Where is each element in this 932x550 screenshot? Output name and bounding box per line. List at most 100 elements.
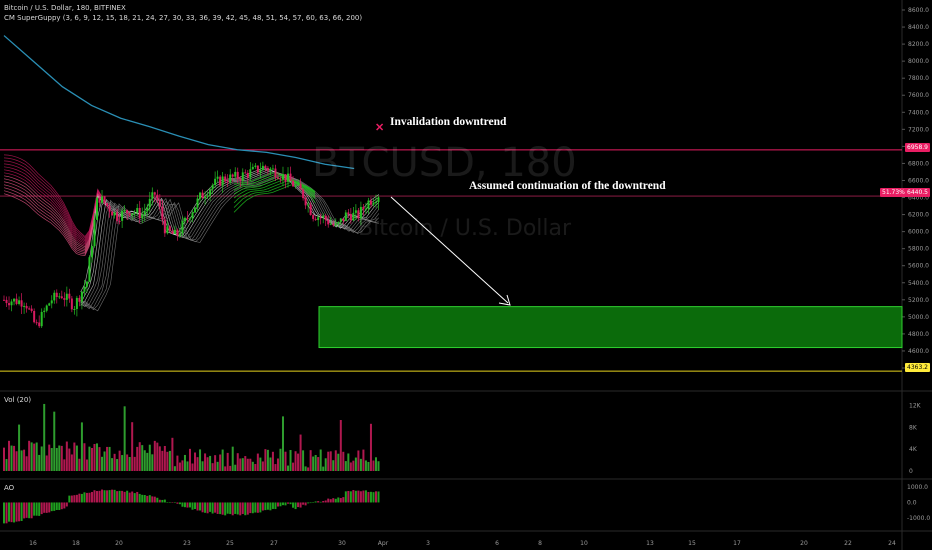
volume-bar <box>131 422 134 471</box>
volume-bar <box>344 461 347 471</box>
volume-bar <box>30 442 33 471</box>
candle-body <box>201 192 204 199</box>
candle-body <box>161 206 164 220</box>
candle-body <box>362 206 365 210</box>
volume-bar <box>133 456 136 471</box>
guppy-ribbon-red <box>3 178 103 249</box>
candle-body <box>206 195 209 197</box>
volume-bar <box>256 453 259 471</box>
candle-body <box>90 245 93 258</box>
ao-bar <box>327 498 330 503</box>
ao-bar <box>153 496 156 503</box>
ao-bar <box>83 492 86 503</box>
candle-body <box>302 189 305 199</box>
volume-bar <box>40 446 43 471</box>
candle-body <box>153 192 156 195</box>
ao-bar <box>40 502 43 515</box>
volume-bar <box>88 446 91 471</box>
volume-bar <box>55 447 58 471</box>
candle-body <box>367 200 370 209</box>
volume-bar <box>214 455 217 471</box>
volume-bar <box>118 450 121 471</box>
ao-bar <box>249 502 252 514</box>
volume-tick-label: 12K <box>909 402 922 409</box>
volume-bar <box>121 455 124 471</box>
ao-bar <box>186 502 189 508</box>
ao-tick-label: 0.0 <box>907 499 917 506</box>
ao-bar <box>201 502 204 513</box>
candle-body <box>20 300 23 307</box>
candle-body <box>151 192 154 199</box>
candle-body <box>178 233 181 236</box>
ao-bar <box>281 502 284 506</box>
ao-bar <box>65 502 68 507</box>
ao-bar <box>5 502 8 524</box>
candle-body <box>108 205 111 212</box>
ao-bar <box>98 490 101 503</box>
volume-bar <box>289 450 292 471</box>
volume-bar <box>297 453 300 471</box>
ao-bar <box>362 490 365 503</box>
ao-bar <box>294 502 297 510</box>
ao-bar <box>372 492 375 503</box>
candle-body <box>3 299 5 301</box>
ao-bar <box>226 502 229 514</box>
volume-bar <box>354 457 357 471</box>
ao-bar <box>176 502 179 504</box>
ao-bar <box>271 502 274 509</box>
ao-bar <box>141 494 144 503</box>
price-tick-label: 5400.0 <box>908 280 929 287</box>
candle-body <box>8 303 11 306</box>
ao-bar <box>8 502 11 522</box>
volume-bar <box>168 450 171 471</box>
price-tick-label: 8600.0 <box>908 7 929 14</box>
volume-bar <box>156 442 159 471</box>
time-tick-label: 15 <box>688 540 696 547</box>
candle-body <box>10 301 13 306</box>
ao-tick-label: 1000.0 <box>907 484 928 491</box>
candle-body <box>322 215 325 218</box>
guppy-ribbon-grey <box>80 173 380 308</box>
candle-body <box>369 200 372 205</box>
ma200-line <box>3 35 355 170</box>
candle-body <box>18 300 21 304</box>
ao-bar <box>209 502 212 512</box>
volume-bar <box>146 452 149 471</box>
volume-bar <box>362 449 365 471</box>
candle-body <box>15 298 18 304</box>
candle-body <box>329 223 332 225</box>
volume-bar <box>309 450 312 471</box>
volume-bar <box>83 443 86 471</box>
price-tick-label: 8400.0 <box>908 24 929 31</box>
candle-body <box>106 203 109 206</box>
candle-body <box>128 213 131 216</box>
volume-bar <box>276 458 279 471</box>
ao-bar <box>28 502 31 519</box>
candle-body <box>221 176 224 186</box>
guppy-ribbon-grey <box>80 170 380 306</box>
ao-bar <box>173 502 176 503</box>
candle-body <box>68 293 71 299</box>
volume-bar <box>359 458 362 471</box>
guppy-ribbon-grey <box>80 174 379 311</box>
volume-bar <box>178 462 181 471</box>
candle-body <box>314 218 317 221</box>
volume-bar <box>372 460 375 471</box>
volume-bar <box>246 458 249 471</box>
ao-bar <box>158 499 161 503</box>
price-tick-label: 5000.0 <box>908 314 929 321</box>
guppy-ribbon-red <box>3 163 103 242</box>
volume-tick-label: 4K <box>909 446 918 453</box>
volume-bar <box>271 451 274 471</box>
candle-body <box>327 220 330 225</box>
volume-bar <box>23 449 26 471</box>
ao-bar <box>374 491 377 503</box>
candle-body <box>239 179 242 181</box>
volume-bar <box>226 452 229 471</box>
candle-body <box>332 223 335 226</box>
candle-body <box>45 305 48 311</box>
volume-bar <box>181 460 184 471</box>
volume-bar <box>50 448 53 471</box>
volume-bar <box>33 443 36 471</box>
